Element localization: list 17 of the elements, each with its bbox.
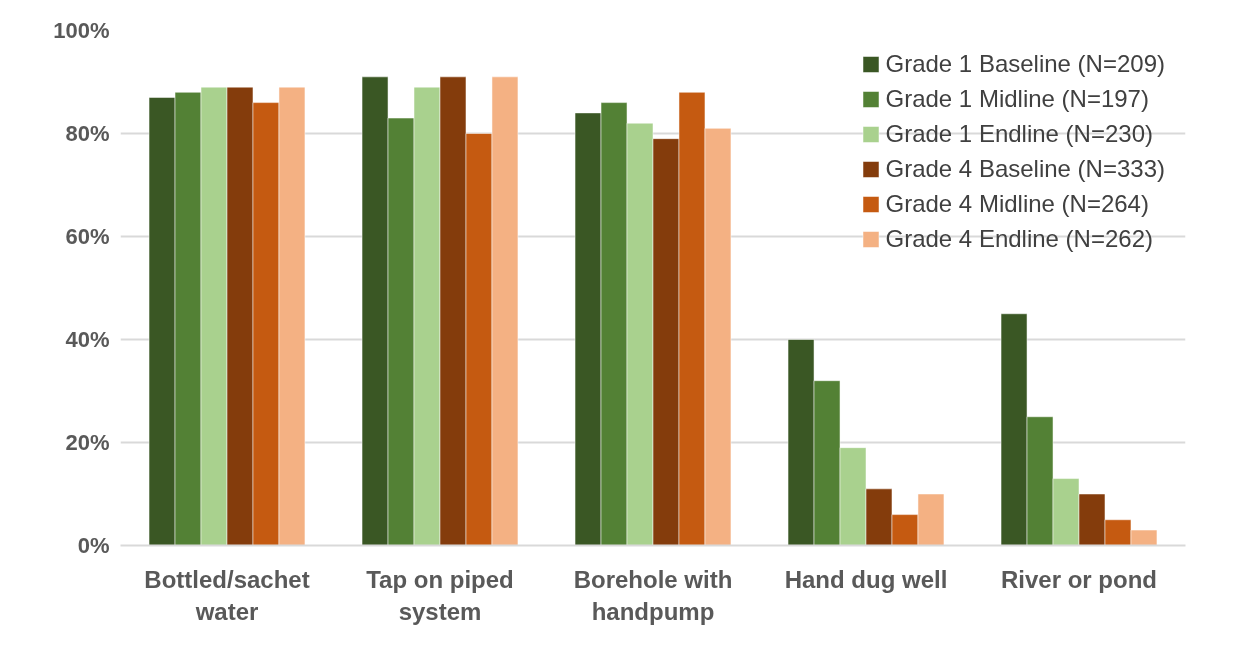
- y-tick-label: 0%: [77, 533, 110, 558]
- legend-label: Grade 1 Baseline (N=209): [885, 50, 1165, 78]
- legend-label: Grade 4 Endline (N=262): [885, 225, 1153, 253]
- legend-label: Grade 4 Midline (N=264): [885, 190, 1149, 218]
- x-tick-label: Bottled/sachet water: [144, 565, 310, 625]
- y-tick-label: 100%: [53, 18, 110, 43]
- y-tick-label: 40%: [65, 327, 110, 352]
- legend-label: Grade 4 Baseline (N=333): [885, 155, 1165, 183]
- x-tick-label: Hand dug well: [784, 565, 948, 593]
- x-tick-label: Borehole with handpump: [573, 565, 733, 625]
- y-tick-label: 20%: [65, 430, 110, 455]
- y-tick-label: 80%: [65, 121, 110, 146]
- x-tick-label: River or pond: [1000, 565, 1158, 593]
- legend-label: Grade 1 Midline (N=197): [885, 85, 1149, 113]
- y-tick-label: 60%: [65, 224, 110, 249]
- legend-label: Grade 1 Endline (N=230): [885, 120, 1153, 148]
- x-tick-label: Tap on piped system: [366, 565, 514, 625]
